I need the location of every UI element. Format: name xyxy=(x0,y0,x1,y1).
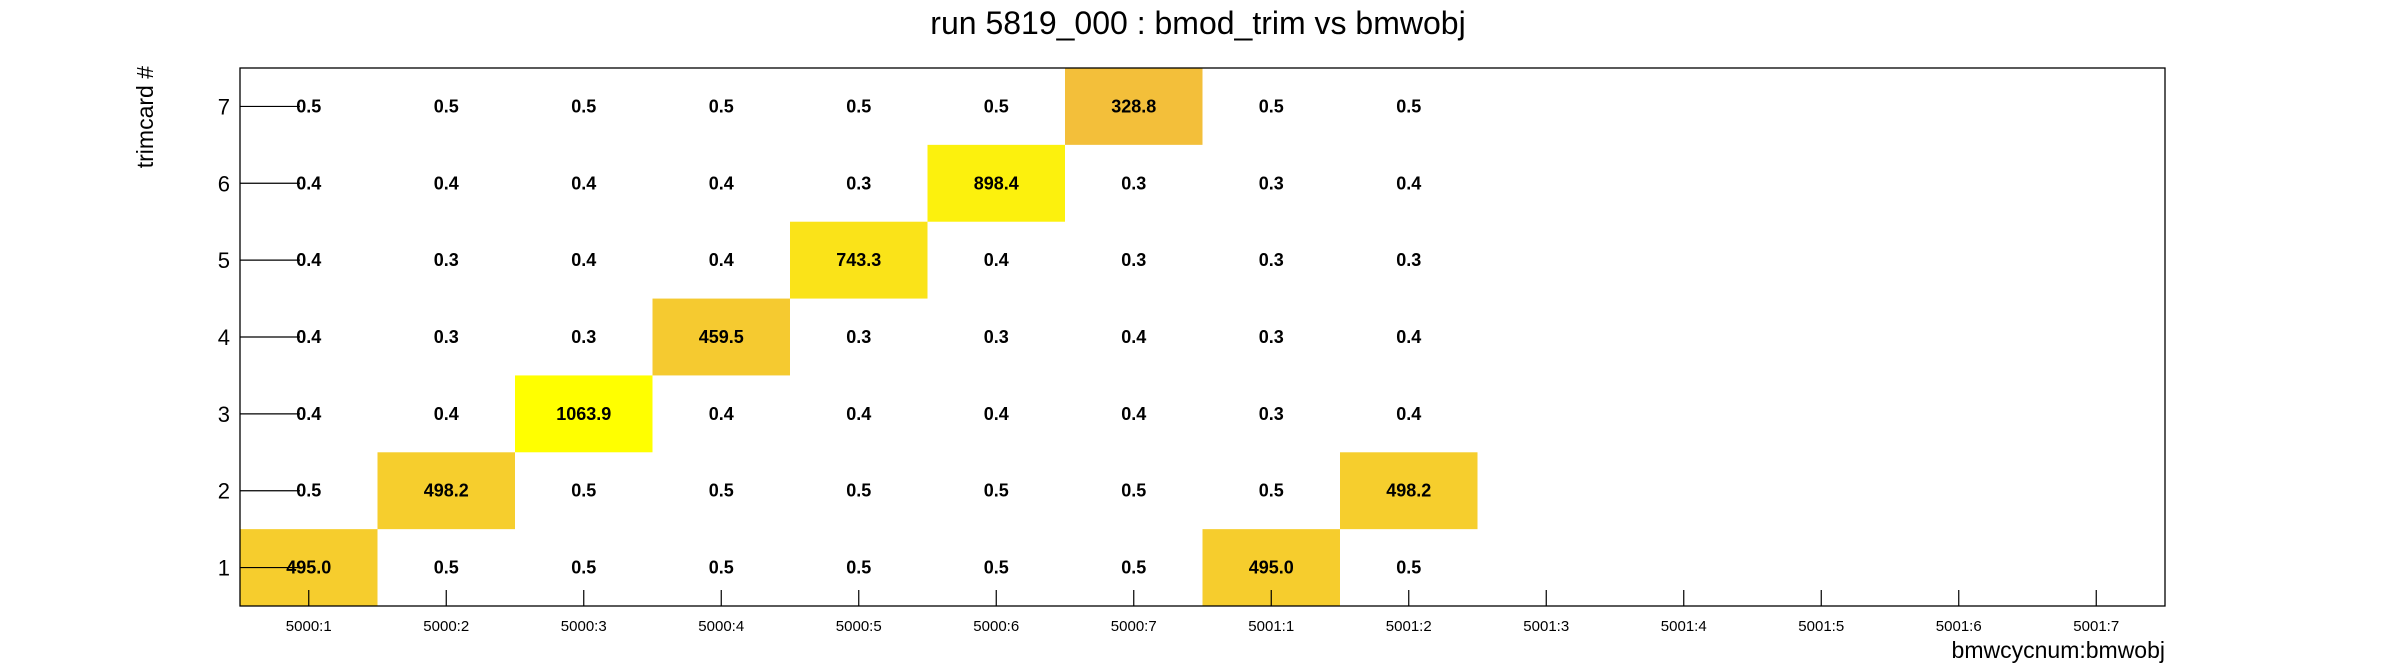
x-tick-label: 5001:6 xyxy=(1936,618,1982,635)
cell-value-label: 0.5 xyxy=(984,558,1009,578)
cell-labels-layer: 495.0 0.5 0.5 0.5 0.5 0.5 0.5 495.0 0.5 0.5 498.2 0… xyxy=(286,96,1431,577)
cell-value-label: 0.3 xyxy=(1259,250,1284,270)
cell-value-label: 0.5 xyxy=(709,558,734,578)
y-tick-label: 6 xyxy=(218,171,230,196)
cell-value-label: 0.4 xyxy=(571,250,596,270)
heatmap-cell xyxy=(652,298,790,376)
cell-value-label: 0.5 xyxy=(571,96,596,116)
cell-value-label: 498.2 xyxy=(424,481,469,501)
cell-value-label: 0.4 xyxy=(1396,173,1421,193)
x-tick-label: 5001:4 xyxy=(1661,618,1707,635)
cell-value-label: 0.5 xyxy=(709,96,734,116)
cell-value-label: 0.3 xyxy=(571,327,596,347)
y-tick-label: 5 xyxy=(218,248,230,273)
y-tick-label: 4 xyxy=(218,325,230,350)
cell-value-label: 0.3 xyxy=(1121,173,1146,193)
cell-value-label: 0.5 xyxy=(434,558,459,578)
cell-value-label: 0.4 xyxy=(296,404,321,424)
cell-value-label: 0.4 xyxy=(296,250,321,270)
cell-value-label: 0.3 xyxy=(984,327,1009,347)
cell-value-label: 0.4 xyxy=(984,404,1009,424)
cell-layer xyxy=(240,68,1478,606)
cell-value-label: 0.5 xyxy=(984,96,1009,116)
x-tick-label: 5000:4 xyxy=(698,618,744,635)
heatmap-cell xyxy=(927,144,1065,222)
cell-value-label: 0.5 xyxy=(984,481,1009,501)
cell-value-label: 0.5 xyxy=(296,96,321,116)
axes-layer: 1 2 3 4 5 6 7 5000:1 5000:2 5000:3 5000:4 5000:5 500… xyxy=(218,67,2166,635)
cell-value-label: 0.4 xyxy=(296,173,321,193)
y-tick-label: 7 xyxy=(218,94,230,119)
cell-value-label: 898.4 xyxy=(974,173,1019,193)
x-tick-label: 5001:3 xyxy=(1523,618,1569,635)
cell-value-label: 495.0 xyxy=(286,558,331,578)
x-tick-label: 5000:1 xyxy=(286,618,332,635)
cell-value-label: 1063.9 xyxy=(556,404,611,424)
cell-value-label: 0.5 xyxy=(571,481,596,501)
cell-value-label: 0.5 xyxy=(1259,96,1284,116)
cell-value-label: 0.4 xyxy=(571,173,596,193)
cell-value-label: 743.3 xyxy=(836,250,881,270)
cell-value-label: 0.5 xyxy=(846,96,871,116)
heatmap-cell xyxy=(1340,452,1478,530)
cell-value-label: 328.8 xyxy=(1111,96,1156,116)
cell-value-label: 0.4 xyxy=(1121,404,1146,424)
cell-value-label: 0.4 xyxy=(709,250,734,270)
cell-value-label: 0.4 xyxy=(434,173,459,193)
x-axis-label: bmwcycnum:bmwobj xyxy=(1952,637,2165,663)
cell-value-label: 0.5 xyxy=(571,558,596,578)
x-tick-label: 5000:7 xyxy=(1111,618,1157,635)
cell-value-label: 0.3 xyxy=(1259,404,1284,424)
cell-value-label: 0.4 xyxy=(1396,327,1421,347)
cell-value-label: 0.4 xyxy=(709,404,734,424)
cell-value-label: 0.4 xyxy=(434,404,459,424)
x-tick-label: 5000:2 xyxy=(423,618,469,635)
cell-value-label: 0.4 xyxy=(1121,327,1146,347)
cell-value-label: 0.5 xyxy=(296,481,321,501)
y-tick-label: 3 xyxy=(218,402,230,427)
cell-value-label: 0.4 xyxy=(709,173,734,193)
cell-value-label: 0.3 xyxy=(1121,250,1146,270)
y-tick-label: 2 xyxy=(218,479,230,504)
cell-value-label: 0.5 xyxy=(1259,481,1284,501)
x-tick-label: 5001:7 xyxy=(2073,618,2119,635)
y-tick-label: 1 xyxy=(218,556,230,581)
cell-value-label: 0.3 xyxy=(434,327,459,347)
x-tick-label: 5000:3 xyxy=(561,618,607,635)
x-tick-label: 5000:6 xyxy=(973,618,1019,635)
cell-value-label: 0.3 xyxy=(846,173,871,193)
cell-value-label: 0.3 xyxy=(434,250,459,270)
cell-value-label: 0.5 xyxy=(434,96,459,116)
cell-value-label: 0.5 xyxy=(1396,558,1421,578)
cell-value-label: 0.3 xyxy=(1259,327,1284,347)
heatmap-cell xyxy=(515,375,653,453)
cell-value-label: 0.4 xyxy=(1396,404,1421,424)
plot-frame xyxy=(239,67,2166,607)
cell-value-label: 0.4 xyxy=(984,250,1009,270)
cell-value-label: 459.5 xyxy=(699,327,744,347)
cell-value-label: 0.3 xyxy=(1259,173,1284,193)
cell-value-label: 0.3 xyxy=(1396,250,1421,270)
cell-value-label: 0.3 xyxy=(846,327,871,347)
cell-value-label: 495.0 xyxy=(1249,558,1294,578)
chart-title: run 5819_000 : bmod_trim vs bmwobj xyxy=(930,5,1465,41)
x-tick-label: 5001:2 xyxy=(1386,618,1432,635)
x-tick-label: 5000:5 xyxy=(836,618,882,635)
cell-value-label: 0.5 xyxy=(846,558,871,578)
cell-value-label: 0.4 xyxy=(846,404,871,424)
cell-value-label: 0.5 xyxy=(846,481,871,501)
cell-value-label: 0.5 xyxy=(1121,481,1146,501)
cell-value-label: 0.5 xyxy=(1121,558,1146,578)
heatmap-cell xyxy=(1065,68,1203,145)
heatmap-cell xyxy=(377,452,515,530)
cell-value-label: 0.4 xyxy=(296,327,321,347)
cell-value-label: 0.5 xyxy=(709,481,734,501)
heatmap-cell xyxy=(790,221,928,299)
cell-value-label: 498.2 xyxy=(1386,481,1431,501)
x-tick-label: 5001:1 xyxy=(1248,618,1294,635)
x-tick-label: 5001:5 xyxy=(1798,618,1844,635)
y-axis-label: trimcard # xyxy=(132,66,158,168)
cell-value-label: 0.5 xyxy=(1396,96,1421,116)
